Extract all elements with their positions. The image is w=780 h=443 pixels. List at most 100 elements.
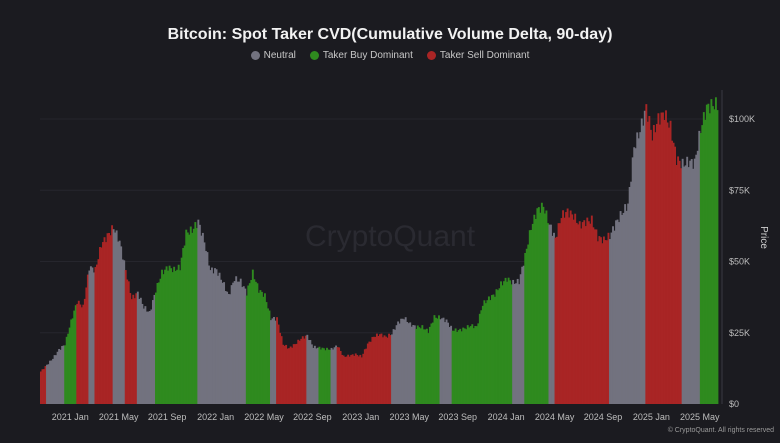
price-bar	[106, 233, 109, 404]
price-bar	[150, 309, 153, 404]
price-bar	[40, 371, 42, 404]
price-bar	[223, 282, 226, 404]
x-tick-label: 2025 Jan	[633, 412, 670, 422]
price-bar	[421, 325, 424, 404]
price-bar	[218, 272, 221, 404]
price-bar	[49, 360, 51, 404]
price-bar	[74, 305, 77, 404]
price-bar	[675, 165, 678, 404]
price-bar	[645, 104, 648, 404]
price-bar	[613, 230, 616, 404]
price-bar	[56, 351, 59, 404]
price-bar	[527, 244, 530, 404]
price-bar	[239, 278, 242, 404]
price-bar	[267, 308, 269, 404]
price-bar	[335, 345, 338, 404]
price-bar	[130, 299, 133, 404]
price-bar	[136, 291, 139, 404]
price-bar	[438, 315, 440, 404]
price-bar	[363, 349, 366, 404]
price-bar	[677, 156, 680, 404]
price-bar	[176, 269, 179, 404]
price-bar	[241, 287, 244, 404]
price-bar	[61, 345, 64, 404]
price-bar	[686, 156, 689, 404]
price-bar	[463, 328, 466, 404]
price-bar	[687, 167, 690, 404]
price-bar	[265, 302, 268, 404]
price-bar	[132, 294, 135, 404]
price-bar	[500, 281, 502, 404]
price-bar	[406, 321, 409, 404]
price-bar	[513, 283, 516, 404]
price-bar	[466, 325, 469, 404]
price-bar	[574, 213, 577, 404]
price-bar	[280, 336, 283, 404]
price-bar	[665, 110, 667, 404]
price-bar	[257, 292, 260, 404]
legend-item-taker-sell[interactable]: Taker Sell Dominant	[426, 50, 529, 61]
price-bar	[528, 230, 531, 404]
price-bar	[348, 356, 351, 404]
price-bar	[55, 355, 58, 404]
price-bar	[577, 224, 580, 404]
price-bar	[716, 110, 719, 405]
price-bar	[102, 242, 104, 404]
price-bar	[480, 310, 483, 404]
price-bar	[111, 225, 114, 404]
price-bar	[283, 345, 286, 404]
price-bar	[115, 230, 118, 404]
price-bar	[353, 355, 356, 404]
price-bar	[589, 223, 592, 404]
price-bar	[609, 239, 611, 404]
price-bar	[550, 224, 552, 404]
price-bar	[472, 328, 475, 404]
x-tick-label: 2021 Sep	[148, 412, 187, 422]
price-bar	[183, 245, 186, 404]
price-bar	[259, 290, 262, 404]
price-bar	[628, 187, 631, 404]
price-bar	[383, 335, 386, 404]
price-bar	[204, 250, 207, 404]
price-bar	[639, 132, 642, 405]
price-bar	[212, 273, 215, 404]
price-bar	[483, 300, 486, 404]
price-bar	[168, 265, 171, 404]
price-bar	[300, 338, 303, 404]
price-bar	[565, 212, 568, 404]
price-bar	[188, 234, 191, 404]
price-bar	[581, 222, 584, 404]
price-bar	[50, 360, 53, 404]
price-bar	[276, 317, 278, 404]
price-bar	[630, 181, 633, 404]
price-bar	[295, 343, 298, 404]
price-bar	[324, 350, 327, 404]
price-bar	[161, 269, 163, 404]
price-bar	[112, 229, 115, 404]
price-bar	[516, 278, 519, 404]
price-bar	[512, 279, 515, 404]
neutral-dot-icon	[250, 51, 260, 60]
price-bar	[506, 281, 509, 404]
price-bar	[436, 318, 439, 404]
price-bar	[672, 142, 675, 404]
price-bar	[593, 229, 596, 404]
price-bar	[377, 336, 380, 404]
price-bar	[167, 270, 170, 404]
price-bar	[586, 217, 589, 404]
legend-item-taker-buy[interactable]: Taker Buy Dominant	[309, 50, 413, 61]
price-bar	[663, 119, 666, 404]
price-bar	[424, 329, 427, 404]
price-bar	[445, 319, 448, 404]
price-bar	[211, 267, 213, 404]
price-bar	[326, 347, 328, 404]
price-bar	[592, 227, 595, 404]
price-bar	[400, 318, 403, 404]
price-bar	[655, 123, 658, 404]
price-bar	[354, 353, 357, 404]
price-bar	[494, 296, 496, 404]
price-bar	[618, 222, 621, 404]
legend-item-neutral[interactable]: Neutral	[250, 50, 296, 61]
price-bar	[451, 330, 454, 404]
